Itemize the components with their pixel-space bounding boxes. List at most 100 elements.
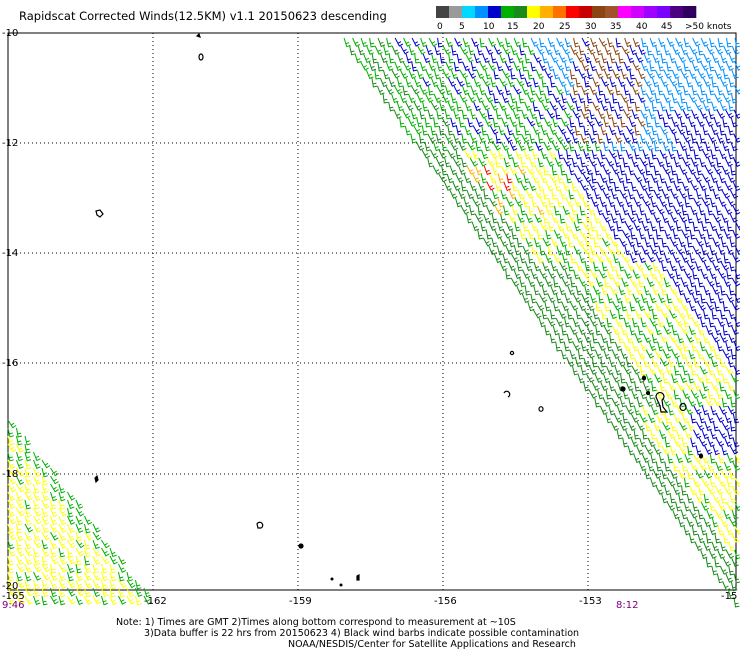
wind-barb: [68, 596, 76, 604]
wind-barb: [42, 492, 49, 500]
wind-barb: [673, 278, 680, 286]
wind-barb: [613, 278, 620, 286]
wind-barb: [708, 158, 715, 166]
wind-barb: [684, 62, 690, 71]
wind-barb: [640, 158, 648, 166]
wind-barb: [434, 94, 441, 102]
wind-barb: [639, 230, 645, 239]
note-line-3: NOAA/NESDIS/Center for Satellite Applica…: [288, 639, 576, 650]
wind-barb: [669, 358, 675, 367]
wind-barb: [640, 134, 646, 143]
wind-barb: [34, 580, 40, 589]
wind-barb: [663, 350, 670, 358]
wind-barb: [665, 230, 672, 239]
wind-barb: [573, 110, 581, 118]
wind-barb: [702, 222, 708, 231]
wind-barb: [434, 70, 440, 79]
island-marker: [643, 376, 646, 380]
wind-barb: [525, 102, 532, 110]
wind-barb: [457, 54, 463, 63]
wind-barb: [17, 492, 23, 501]
wind-barb: [674, 158, 680, 167]
wind-barb: [602, 238, 610, 246]
wind-barb: [463, 38, 469, 47]
wind-barb: [706, 118, 713, 126]
wind-barb: [594, 190, 600, 199]
wind-barb: [85, 572, 92, 580]
wind-barb: [635, 102, 640, 111]
wind-barb: [617, 198, 624, 206]
wind-barb: [136, 596, 142, 605]
wind-barb: [59, 572, 65, 581]
wind-barb: [68, 556, 76, 564]
wind-barb: [570, 118, 575, 127]
wind-barb: [51, 492, 57, 501]
wind-barb: [42, 588, 49, 597]
wind-barb: [580, 182, 588, 190]
wind-barb: [76, 548, 84, 556]
wind-barb: [708, 414, 715, 423]
wind-barb: [386, 86, 394, 94]
wind-barb: [68, 564, 75, 573]
wind-barb: [459, 118, 464, 127]
wind-barb: [42, 556, 48, 565]
wind-barb: [682, 462, 688, 471]
wind-barb: [635, 382, 640, 391]
wind-barb: [704, 238, 710, 247]
wind-barb: [616, 270, 622, 279]
wind-barb: [8, 548, 16, 556]
wind-barb: [714, 398, 721, 406]
wind-barb: [644, 78, 652, 86]
wind-barb: [487, 134, 493, 143]
wind-barb: [496, 158, 501, 167]
wind-barb: [680, 166, 688, 174]
wind-barb: [501, 166, 509, 174]
wind-barb: [723, 558, 731, 566]
wind-barb: [51, 484, 59, 492]
wind-barb: [567, 102, 575, 110]
wind-barb: [728, 406, 736, 414]
wind-barb: [59, 532, 66, 540]
wind-barb: [675, 62, 682, 71]
wind-barb: [691, 134, 697, 143]
wind-barb: [721, 310, 727, 319]
wind-barb: [544, 142, 552, 150]
wind-barb: [590, 294, 596, 303]
wind-barb: [718, 550, 725, 558]
colorbar-tick-40: 40: [636, 22, 648, 32]
wind-barb: [481, 222, 487, 231]
wind-barb: [715, 94, 723, 102]
wind-barb: [709, 294, 715, 303]
wind-barb: [17, 444, 24, 452]
wind-barb: [658, 342, 664, 351]
wind-barb: [693, 478, 700, 486]
wind-barb: [350, 46, 356, 55]
wind-barb: [667, 294, 673, 303]
wind-barb: [695, 334, 702, 343]
wind-barb: [710, 38, 716, 47]
color-bar-segment: [449, 6, 462, 18]
wind-barb: [728, 430, 734, 439]
wind-barb: [693, 222, 699, 231]
wind-barb: [688, 422, 695, 431]
wind-barb: [625, 222, 633, 230]
wind-barb: [435, 46, 441, 55]
lon-label-159: -159: [289, 596, 312, 607]
wind-barb: [432, 54, 438, 63]
wind-barb: [420, 62, 427, 71]
wind-barb: [661, 54, 666, 63]
wind-barb: [478, 206, 483, 215]
wind-barb: [651, 454, 657, 463]
wind-barb: [633, 270, 640, 278]
wind-barb: [693, 246, 701, 254]
color-bar-segment: [592, 6, 605, 18]
wind-barb: [647, 278, 654, 286]
wind-barb: [719, 174, 726, 183]
wind-barb: [572, 158, 578, 167]
wind-barb: [514, 270, 521, 278]
wind-barb: [621, 302, 627, 311]
wind-barb: [613, 46, 620, 55]
wind-barb: [691, 158, 698, 166]
wind-barb: [17, 556, 24, 564]
wind-barb: [475, 190, 481, 199]
